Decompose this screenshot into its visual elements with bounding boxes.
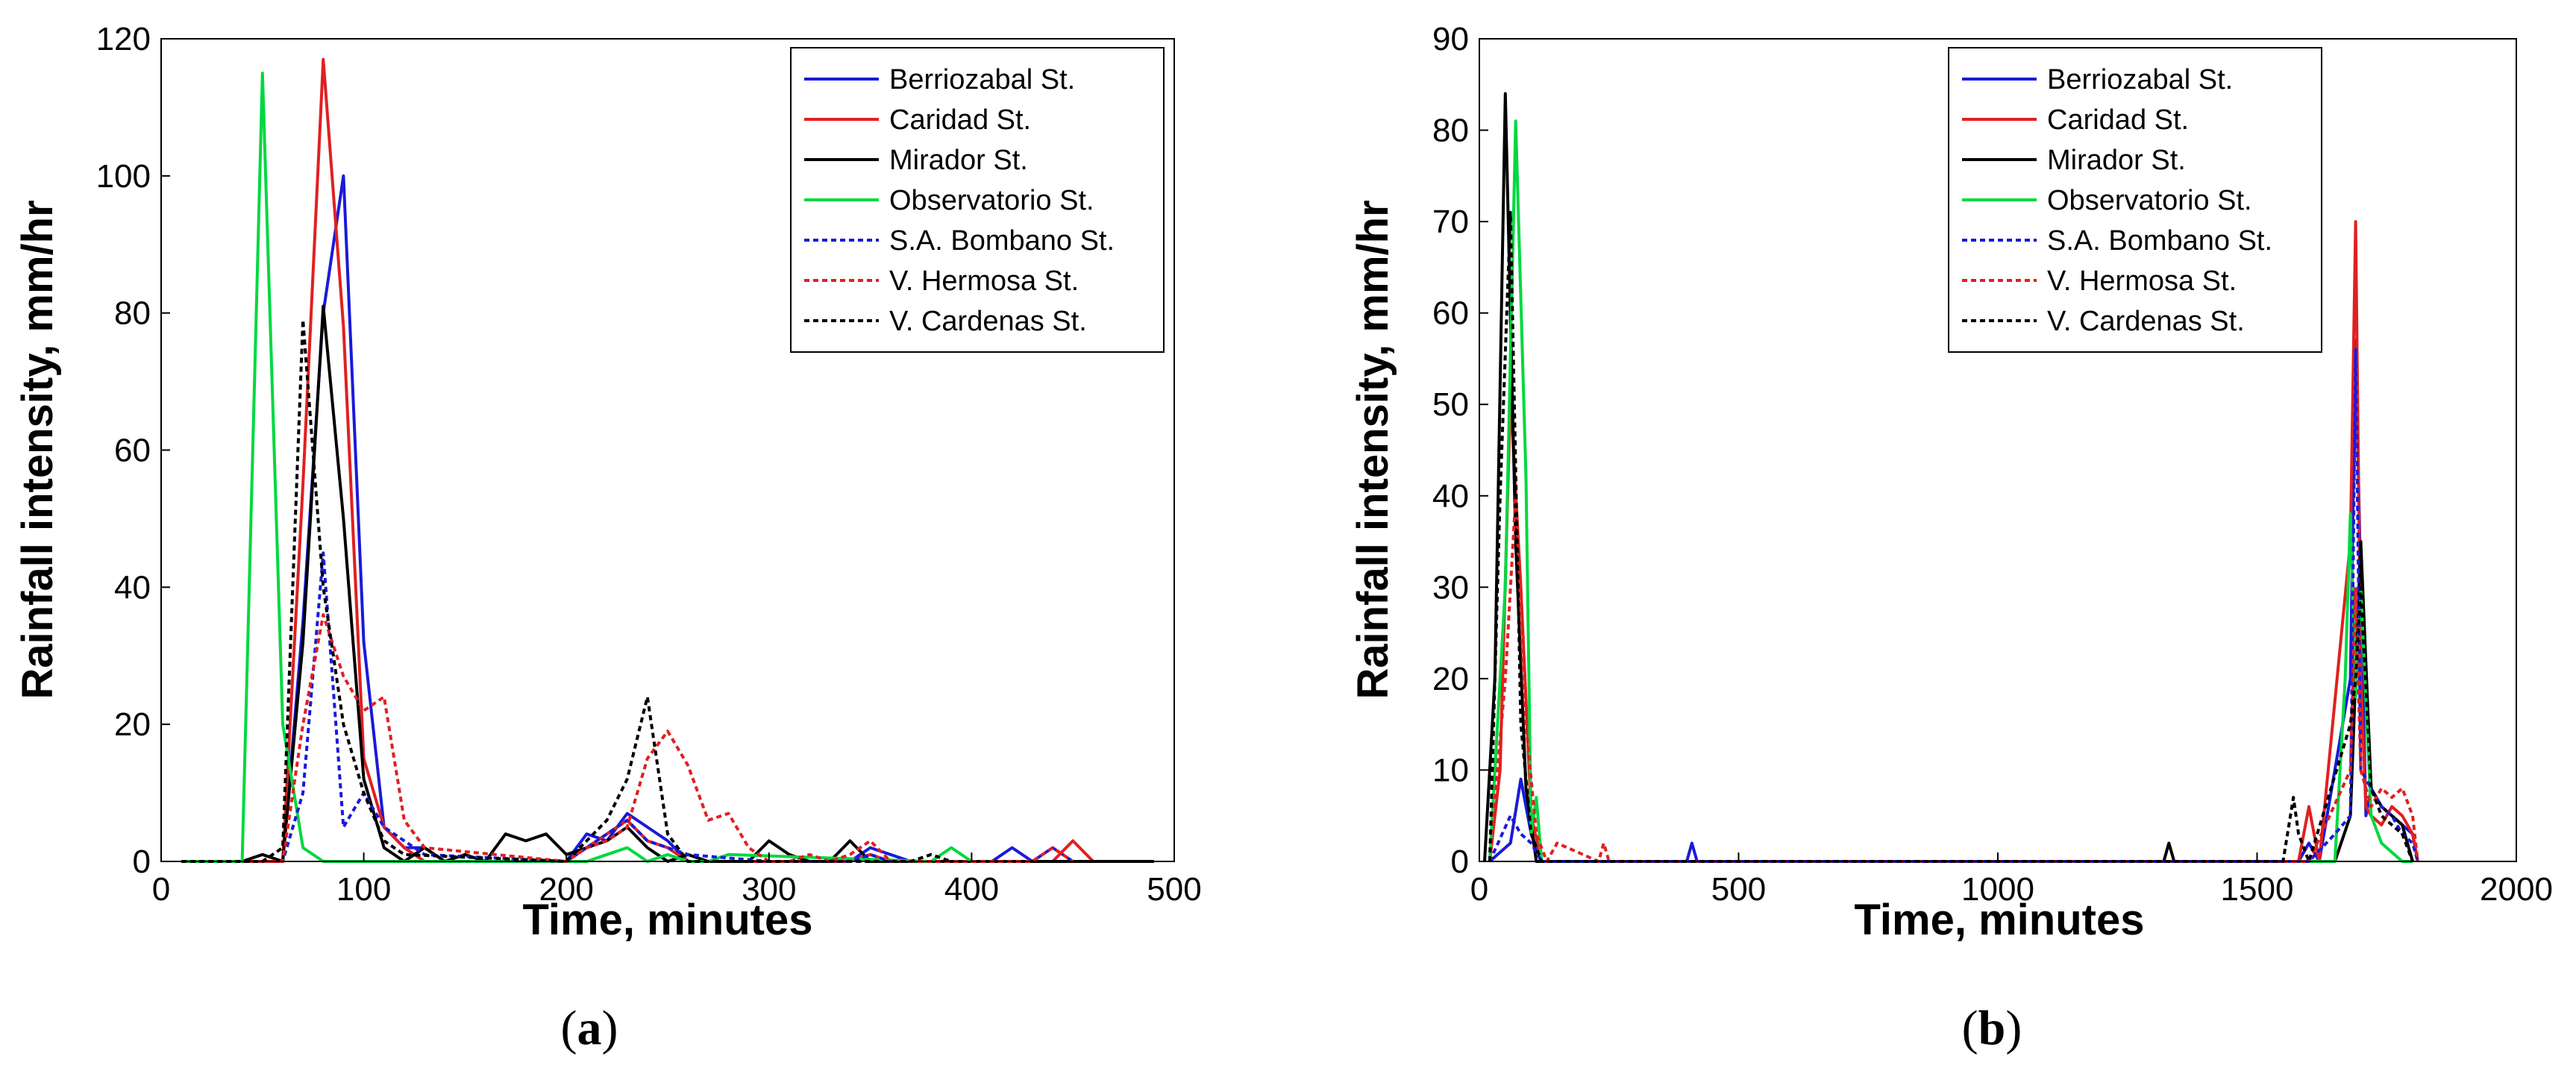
y-tick-label-b-7: 70 bbox=[1432, 204, 1469, 240]
panel-caption-b: (b) bbox=[1962, 1001, 2022, 1055]
legend-label-b-1: Caridad St. bbox=[2047, 104, 2189, 136]
chart-panel-b: 0 500 1000 1500 2000 0 10 20 30 40 50 60 70 80 90 Tim… bbox=[1349, 21, 2553, 1055]
y-axis-label-a: Rainfall intensity, mm/hr bbox=[13, 200, 62, 699]
y-tick-label-b-3: 30 bbox=[1432, 569, 1469, 606]
x-tick-label-b-0: 0 bbox=[1470, 871, 1488, 908]
x-axis-label-b: Time, minutes bbox=[1855, 896, 2145, 944]
legend-label-b-4: S.A. Bombano St. bbox=[2047, 225, 2272, 257]
x-tick-label-a-4: 400 bbox=[944, 871, 999, 908]
legend-label-a-2: Mirador St. bbox=[889, 145, 1028, 176]
x-tick-label-a-1: 100 bbox=[336, 871, 391, 908]
y-tick-label-b-2: 20 bbox=[1432, 661, 1469, 697]
y-tick-label-a-0: 0 bbox=[133, 844, 151, 880]
series-line-b-4 bbox=[1488, 348, 2419, 863]
legend-label-a-1: Caridad St. bbox=[889, 104, 1031, 136]
series-line-b-3 bbox=[1488, 119, 2413, 863]
y-tick-label-b-5: 50 bbox=[1432, 386, 1469, 423]
legend-label-a-6: V. Cardenas St. bbox=[889, 306, 1087, 337]
legend-a: Berriozabal St. Caridad St. Mirador St. Obs… bbox=[790, 47, 1165, 353]
x-axis-label-a: Time, minutes bbox=[523, 896, 813, 944]
legend-b: Berriozabal St. Caridad St. Mirador St. Obs… bbox=[1948, 47, 2322, 353]
y-axis-label-b: Rainfall intensity, mm/hr bbox=[1349, 200, 1397, 699]
series-line-a-5 bbox=[181, 613, 1074, 863]
y-tick-label-a-1: 20 bbox=[114, 706, 151, 743]
y-tick-label-b-0: 0 bbox=[1451, 844, 1469, 880]
chart-panel-a: 0 100 200 300 400 500 0 20 40 60 80 100 120 Time, m… bbox=[13, 21, 1202, 1055]
series-line-b-0 bbox=[1488, 339, 2419, 863]
legend-label-b-0: Berriozabal St. bbox=[2047, 64, 2233, 95]
y-tick-label-b-9: 90 bbox=[1432, 21, 1469, 57]
series-line-b-5 bbox=[1488, 494, 2419, 863]
y-tick-label-b-4: 40 bbox=[1432, 478, 1469, 515]
legend-label-a-0: Berriozabal St. bbox=[889, 64, 1075, 95]
y-tick-label-b-6: 60 bbox=[1432, 295, 1469, 332]
x-tick-label-a-3: 300 bbox=[742, 871, 796, 908]
y-tick-label-b-8: 80 bbox=[1432, 113, 1469, 149]
legend-label-b-5: V. Hermosa St. bbox=[2047, 266, 2237, 297]
y-tick-label-a-5: 100 bbox=[96, 158, 151, 195]
legend-label-b-2: Mirador St. bbox=[2047, 145, 2186, 176]
x-tick-label-b-4: 2000 bbox=[2480, 871, 2553, 908]
y-tick-label-a-2: 40 bbox=[114, 569, 151, 606]
x-tick-label-a-5: 500 bbox=[1147, 871, 1201, 908]
y-tick-label-b-1: 10 bbox=[1432, 752, 1469, 788]
legend-label-b-6: V. Cardenas St. bbox=[2047, 306, 2245, 337]
series-line-a-3 bbox=[181, 72, 973, 863]
legend-label-a-4: S.A. Bombano St. bbox=[889, 225, 1115, 257]
x-tick-label-a-2: 200 bbox=[539, 871, 593, 908]
x-tick-label-b-1: 500 bbox=[1711, 871, 1766, 908]
y-tick-label-a-3: 60 bbox=[114, 433, 151, 469]
x-tick-label-a-0: 0 bbox=[152, 871, 170, 908]
y-tick-label-a-4: 80 bbox=[114, 295, 151, 332]
legend-label-a-5: V. Hermosa St. bbox=[889, 266, 1079, 297]
y-tick-label-a-6: 120 bbox=[96, 21, 151, 57]
legend-label-a-3: Observatorio St. bbox=[889, 185, 1094, 216]
series-line-a-2 bbox=[181, 304, 1154, 863]
x-tick-label-b-2: 1000 bbox=[1961, 871, 2034, 908]
series-line-a-4 bbox=[181, 551, 891, 863]
legend-label-b-3: Observatorio St. bbox=[2047, 185, 2252, 216]
panel-caption-a: (a) bbox=[561, 1001, 618, 1055]
series-line-b-6 bbox=[1488, 210, 2414, 863]
x-tick-label-b-3: 1500 bbox=[2221, 871, 2294, 908]
